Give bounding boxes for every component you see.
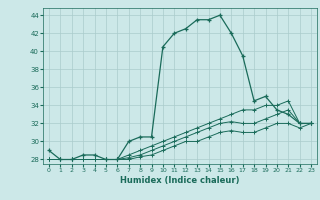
X-axis label: Humidex (Indice chaleur): Humidex (Indice chaleur)	[120, 176, 240, 185]
